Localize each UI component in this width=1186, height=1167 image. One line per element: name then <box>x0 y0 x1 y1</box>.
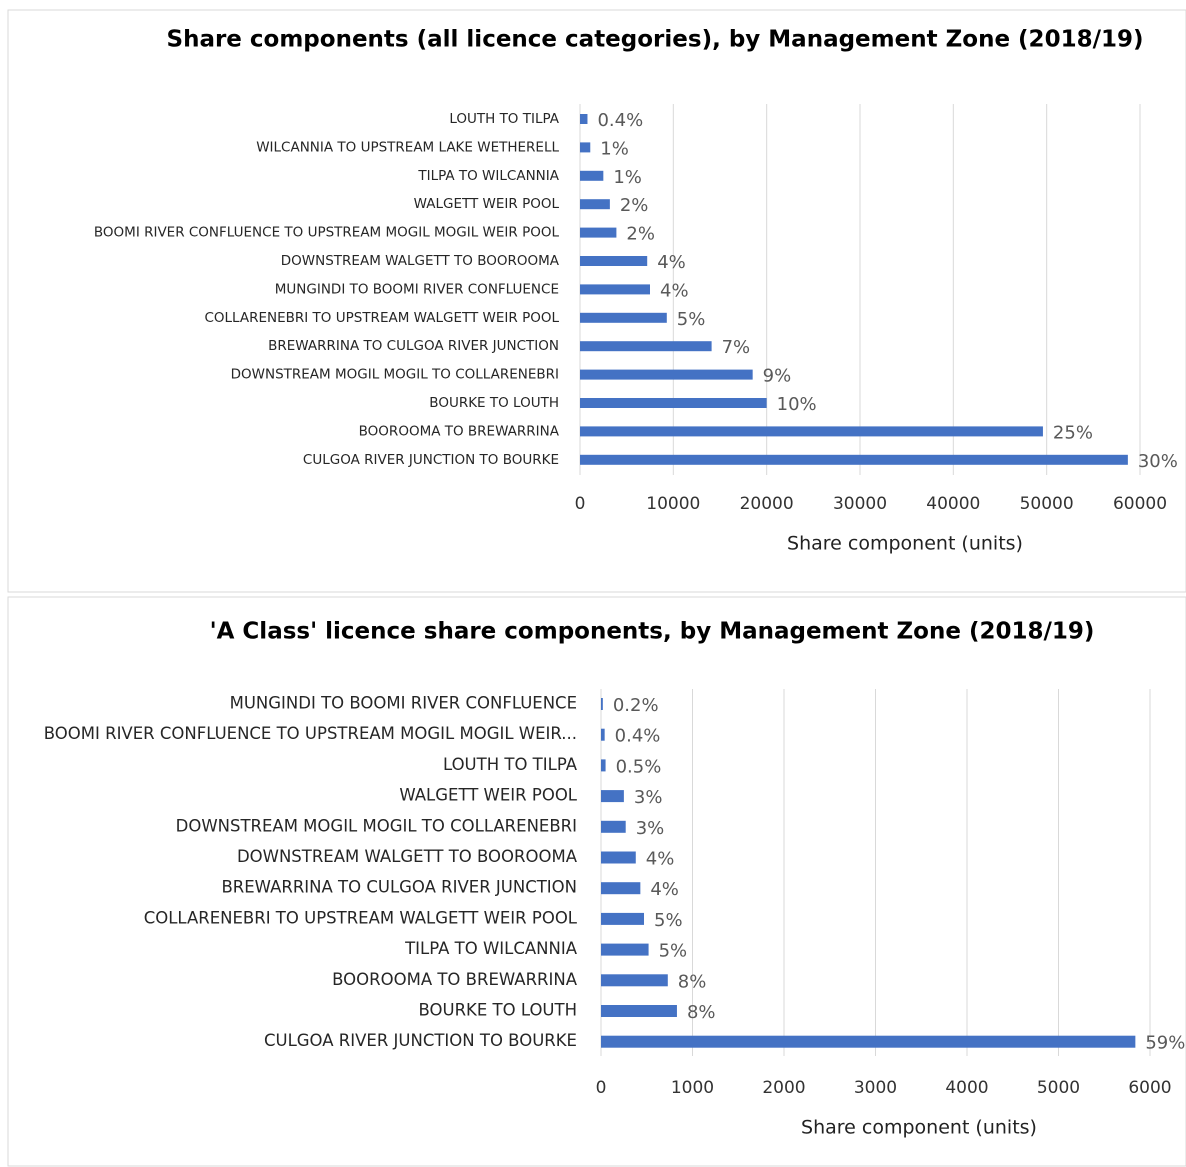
x-tick-label: 5000 <box>1037 1078 1080 1098</box>
bar <box>580 114 588 124</box>
data-label: 1% <box>613 167 642 188</box>
data-label: 9% <box>763 366 792 387</box>
data-label: 4% <box>660 280 689 301</box>
bar <box>580 454 1128 465</box>
data-label: 3% <box>634 787 663 808</box>
x-tick-label: 0 <box>575 494 586 514</box>
data-label: 8% <box>678 971 707 992</box>
bar <box>601 974 668 987</box>
y-tick-label: BREWARRINA TO CULGOA RIVER JUNCTION <box>221 878 577 897</box>
x-axis-title: Share component (units) <box>801 1117 1037 1139</box>
x-tick-label: 4000 <box>945 1078 988 1098</box>
y-tick-label: BOURKE TO LOUTH <box>418 1001 577 1020</box>
data-label: 25% <box>1053 422 1093 443</box>
x-tick-label: 60000 <box>1113 494 1167 514</box>
y-tick-label: DOWNSTREAM WALGETT TO BOOROOMA <box>237 847 578 866</box>
bar <box>601 728 605 741</box>
chart-title: Share components (all licence categories… <box>167 27 1144 53</box>
x-tick-label: 20000 <box>740 494 794 514</box>
y-tick-label: BOOROOMA TO BREWARRINA <box>332 970 578 989</box>
data-label: 4% <box>650 879 679 900</box>
y-tick-label: BOOMI RIVER CONFLUENCE TO UPSTREAM MOGIL… <box>94 225 560 241</box>
y-tick-label: BREWARRINA TO CULGOA RIVER JUNCTION <box>268 338 559 354</box>
bar <box>580 398 767 408</box>
data-label: 0.4% <box>597 110 643 131</box>
y-tick-label: CULGOA RIVER JUNCTION TO BOURKE <box>303 452 559 468</box>
x-tick-label: 2000 <box>762 1078 805 1098</box>
chart-frame <box>7 9 1186 593</box>
data-label: 5% <box>677 309 706 330</box>
y-tick-label: WALGETT WEIR POOL <box>399 786 577 805</box>
bar <box>601 912 645 925</box>
data-label: 5% <box>659 941 688 962</box>
data-label: 4% <box>657 252 686 273</box>
bar <box>580 227 617 238</box>
y-tick-label: WILCANNIA TO UPSTREAM LAKE WETHERELL <box>256 139 559 155</box>
bar <box>580 341 712 352</box>
data-label: 7% <box>722 337 751 358</box>
y-tick-label: BOURKE TO LOUTH <box>429 395 559 411</box>
y-tick-label: CULGOA RIVER JUNCTION TO BOURKE <box>264 1031 577 1050</box>
y-tick-label: BOOMI RIVER CONFLUENCE TO UPSTREAM MOGIL… <box>44 724 577 743</box>
bar <box>580 256 648 266</box>
bar <box>580 312 667 323</box>
y-tick-label: TILPA TO WILCANNIA <box>404 939 578 958</box>
x-tick-label: 6000 <box>1128 1078 1171 1098</box>
x-tick-label: 1000 <box>671 1078 714 1098</box>
bar <box>601 851 636 864</box>
bar <box>601 1035 1136 1048</box>
data-label: 30% <box>1138 451 1178 472</box>
bar <box>601 790 624 803</box>
bar <box>601 759 606 772</box>
data-label: 0.2% <box>613 695 659 716</box>
data-label: 0.4% <box>615 726 661 747</box>
bar <box>601 943 649 956</box>
y-tick-label: DOWNSTREAM MOGIL MOGIL TO COLLARENEBRI <box>176 816 577 835</box>
chart-frame <box>7 596 1186 1167</box>
data-label: 5% <box>654 910 683 931</box>
data-label: 2% <box>626 224 655 245</box>
x-tick-label: 3000 <box>854 1078 897 1098</box>
bar <box>601 698 603 710</box>
y-tick-label: COLLARENEBRI TO UPSTREAM WALGETT WEIR PO… <box>144 908 578 927</box>
x-tick-label: 0 <box>596 1078 607 1098</box>
x-tick-label: 40000 <box>926 494 980 514</box>
x-tick-label: 10000 <box>646 494 700 514</box>
x-tick-label: 30000 <box>833 494 887 514</box>
y-tick-label: DOWNSTREAM MOGIL MOGIL TO COLLARENEBRI <box>231 367 559 383</box>
data-label: 1% <box>600 138 629 159</box>
y-tick-label: LOUTH TO TILPA <box>449 111 559 127</box>
data-label: 2% <box>620 195 649 216</box>
bar <box>580 284 650 295</box>
x-tick-label: 50000 <box>1020 494 1074 514</box>
bar <box>580 199 610 210</box>
y-tick-label: TILPA TO WILCANNIA <box>417 168 559 184</box>
data-label: 59% <box>1145 1033 1185 1054</box>
chart-title: 'A Class' licence share components, by M… <box>210 619 1095 645</box>
y-tick-label: MUNGINDI TO BOOMI RIVER CONFLUENCE <box>230 694 577 713</box>
data-label: 8% <box>687 1002 716 1023</box>
x-axis-title: Share component (units) <box>787 533 1023 555</box>
bar <box>580 426 1043 437</box>
bar <box>601 882 641 895</box>
data-label: 10% <box>777 394 817 415</box>
bar <box>601 820 626 833</box>
bar <box>601 1005 677 1017</box>
data-label: 3% <box>636 818 665 839</box>
bar <box>580 369 753 380</box>
bar <box>580 142 591 153</box>
y-tick-label: LOUTH TO TILPA <box>443 755 578 774</box>
y-tick-label: BOOROOMA TO BREWARRINA <box>359 423 560 439</box>
y-tick-label: COLLARENEBRI TO UPSTREAM WALGETT WEIR PO… <box>204 310 559 326</box>
data-label: 0.5% <box>616 756 662 777</box>
y-tick-label: DOWNSTREAM WALGETT TO BOOROOMA <box>281 253 560 269</box>
y-tick-label: MUNGINDI TO BOOMI RIVER CONFLUENCE <box>275 281 559 297</box>
y-tick-label: WALGETT WEIR POOL <box>414 196 560 212</box>
data-label: 4% <box>646 849 675 870</box>
bar <box>580 170 604 181</box>
